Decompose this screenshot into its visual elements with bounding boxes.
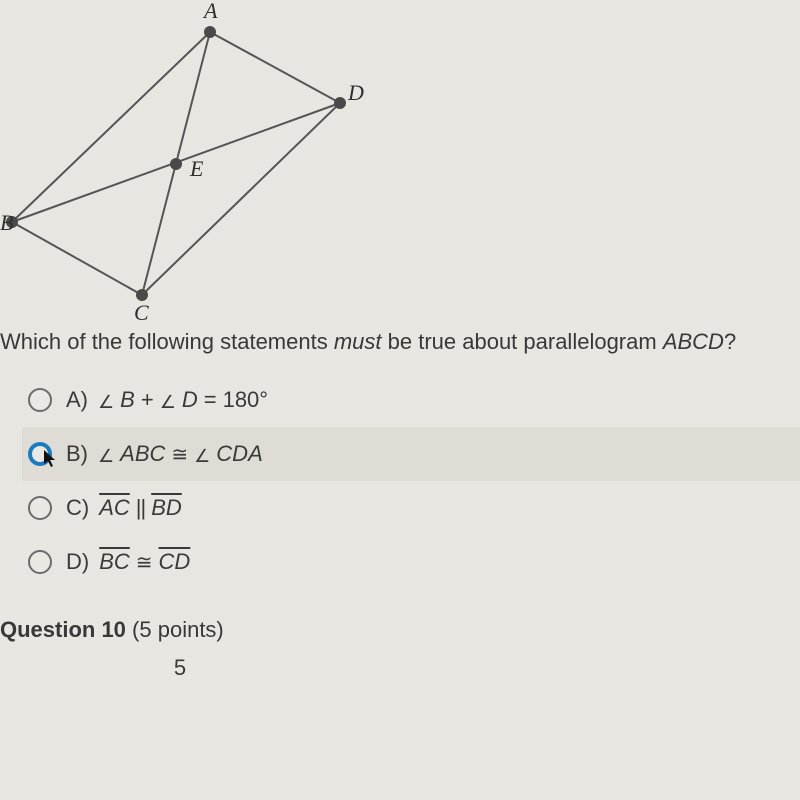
svg-text:D: D <box>347 80 364 105</box>
radio-d[interactable] <box>28 550 52 574</box>
option-c-label: C) AC || BD <box>66 495 182 521</box>
question-text: Which of the following statements must b… <box>0 325 800 373</box>
cursor-icon <box>44 450 58 468</box>
svg-text:E: E <box>189 156 204 181</box>
option-c[interactable]: C) AC || BD <box>22 481 800 535</box>
parallelogram-diagram: A B C D E <box>0 0 800 325</box>
next-question-header: Question 10 (5 points) 5 <box>0 589 800 681</box>
option-b[interactable]: B) ∠ABC ≅ ∠CDA <box>22 427 800 481</box>
option-d-label: D) BC ≅ CD <box>66 549 190 575</box>
svg-text:B: B <box>0 210 13 235</box>
option-d[interactable]: D) BC ≅ CD <box>22 535 800 589</box>
footer-sub-number: 5 <box>0 643 360 681</box>
diagram-svg: A B C D E <box>0 0 420 325</box>
option-a-label: A) ∠B + ∠D = 180° <box>66 387 268 413</box>
svg-text:C: C <box>134 300 149 325</box>
svg-text:A: A <box>202 0 218 23</box>
option-a[interactable]: A) ∠B + ∠D = 180° <box>22 373 800 427</box>
radio-b-selected[interactable] <box>28 442 52 466</box>
worksheet-page: A B C D E Which of the following statements … <box>0 0 800 800</box>
radio-a[interactable] <box>28 388 52 412</box>
option-b-label: B) ∠ABC ≅ ∠CDA <box>66 441 263 467</box>
radio-c[interactable] <box>28 496 52 520</box>
answer-options: A) ∠B + ∠D = 180° B) ∠ABC ≅ ∠CDA <box>0 373 800 589</box>
